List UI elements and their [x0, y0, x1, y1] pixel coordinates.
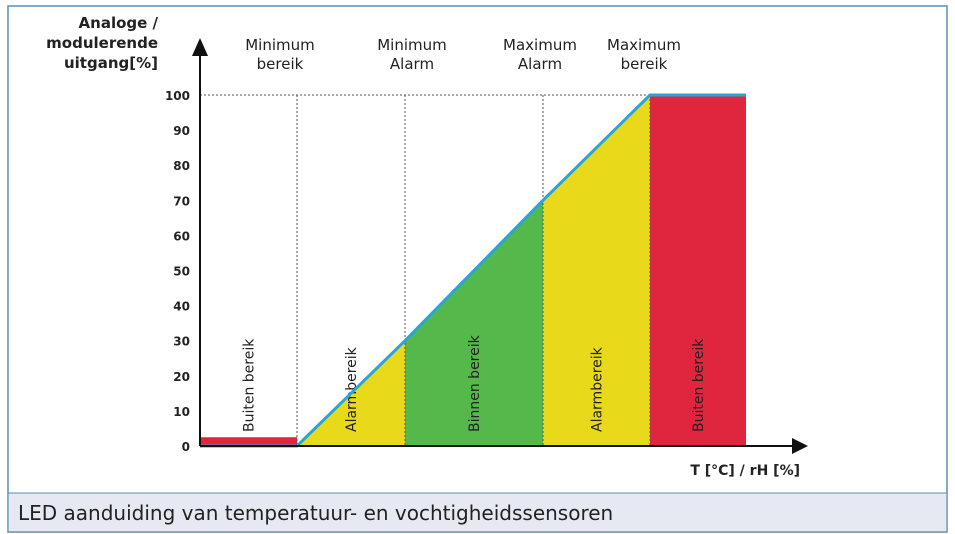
x-axis-label: T [°C] / rH [%] — [690, 463, 800, 479]
header: Maximum — [607, 36, 681, 54]
y-tick-label: 100 — [165, 89, 190, 103]
header: Minimum — [245, 36, 315, 54]
y-tick-label: 50 — [173, 265, 190, 279]
header: bereik — [257, 55, 304, 73]
header: Minimum — [377, 36, 447, 54]
y-tick-label: 80 — [173, 159, 190, 173]
x-axis-arrow — [792, 438, 808, 454]
y-axis-label: modulerende — [46, 34, 158, 52]
y-tick-label: 0 — [182, 440, 190, 454]
y-axis-label: Analoge / — [79, 14, 159, 32]
y-tick-label: 60 — [173, 229, 190, 243]
zone — [543, 95, 650, 446]
header: Maximum — [503, 36, 577, 54]
zone-label: Buiten bereik — [242, 338, 258, 432]
zone — [405, 200, 543, 446]
zone-label: Buiten bereik — [691, 338, 707, 432]
header: Alarm — [518, 55, 562, 73]
header: bereik — [621, 55, 668, 73]
zone-label: Binnen bereik — [467, 334, 483, 432]
caption: LED aanduiding van temperatuur- en vocht… — [18, 501, 613, 525]
y-axis-label: uitgang[%] — [64, 54, 158, 72]
y-tick-label: 10 — [173, 405, 190, 419]
y-axis-arrow — [192, 38, 208, 56]
plot: Buiten bereik Alarmbereik Binnen bereik Ala… — [46, 14, 808, 454]
y-tick-label: 90 — [173, 124, 190, 138]
y-tick-label: 20 — [173, 370, 190, 384]
caption-bar — [8, 493, 947, 531]
header: Alarm — [390, 55, 434, 73]
zone — [650, 95, 746, 446]
y-tick-label: 40 — [173, 300, 190, 314]
zone-label: Alarmbereik — [344, 346, 360, 432]
y-tick-label: 30 — [173, 335, 190, 349]
zone-label: Alarmbereik — [590, 346, 606, 432]
y-tick-label: 70 — [173, 194, 190, 208]
zone — [200, 437, 297, 446]
